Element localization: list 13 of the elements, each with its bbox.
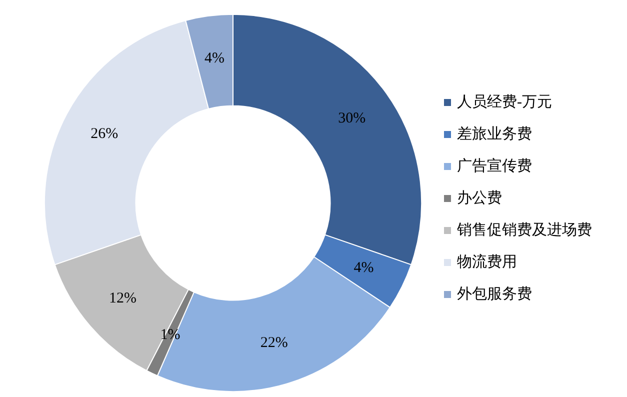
data-label: 12%	[108, 290, 136, 307]
data-label: 22%	[260, 335, 288, 352]
legend-label: 物流费用	[457, 254, 517, 270]
data-label: 4%	[354, 260, 374, 276]
legend-label: 外包服务费	[457, 286, 532, 302]
legend-label: 广告宣传费	[457, 158, 532, 174]
data-label: 30%	[338, 110, 366, 126]
legend-label: 人员经费-万元	[457, 94, 552, 110]
legend-label: 销售促销费及进场费	[456, 222, 592, 238]
data-label: 26%	[90, 126, 118, 142]
legend-label: 办公费	[457, 190, 502, 206]
data-label: 4%	[204, 50, 225, 66]
legend-label: 差旅业务费	[457, 126, 532, 142]
